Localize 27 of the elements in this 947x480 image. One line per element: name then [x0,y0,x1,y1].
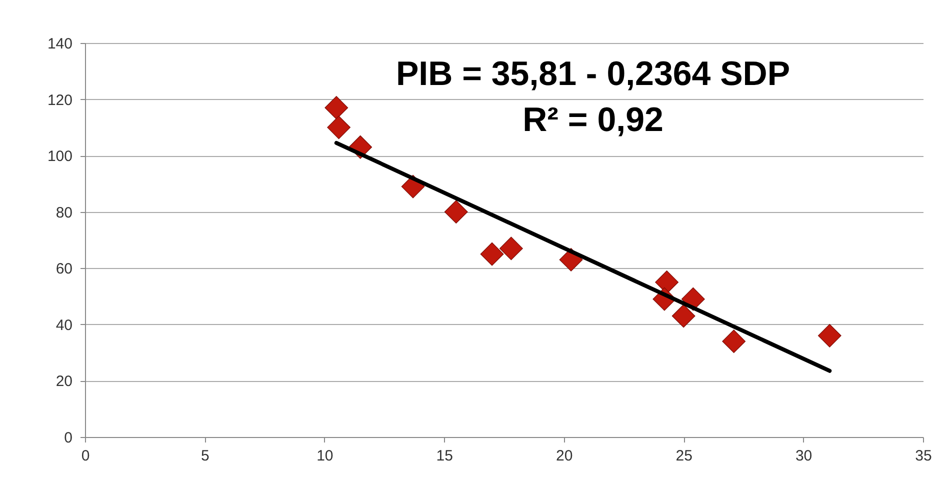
y-tick-label: 140 [47,36,72,52]
point [499,236,523,260]
point [672,304,696,328]
x-tick-label: 20 [556,448,573,464]
x-tick-label: 0 [81,448,90,464]
y-tick-label: 60 [56,260,72,278]
x-tick-label: 15 [436,448,453,464]
y-tick-label: 20 [56,373,72,390]
y-tick-label: 100 [47,148,72,166]
point [327,116,350,140]
y-tick-label: 120 [47,92,72,109]
x-tick-label: 30 [795,448,812,464]
annotation: R² = 0,92 [522,101,664,139]
point [324,96,348,120]
y-tick-label: 0 [64,430,72,446]
point [480,242,504,266]
point [722,330,746,354]
point [444,200,468,224]
x-tick-label: 5 [201,448,210,464]
annotation: PIB = 35,81 - 0,2364 SDP [396,55,790,93]
x-tick-label: 35 [915,448,932,464]
y-tick-label: 40 [56,316,72,334]
y-tick-label: 80 [56,204,72,222]
x-tick-label: 10 [316,448,334,464]
point [655,270,679,294]
point [818,324,842,348]
x-tick-label: 25 [676,448,692,464]
